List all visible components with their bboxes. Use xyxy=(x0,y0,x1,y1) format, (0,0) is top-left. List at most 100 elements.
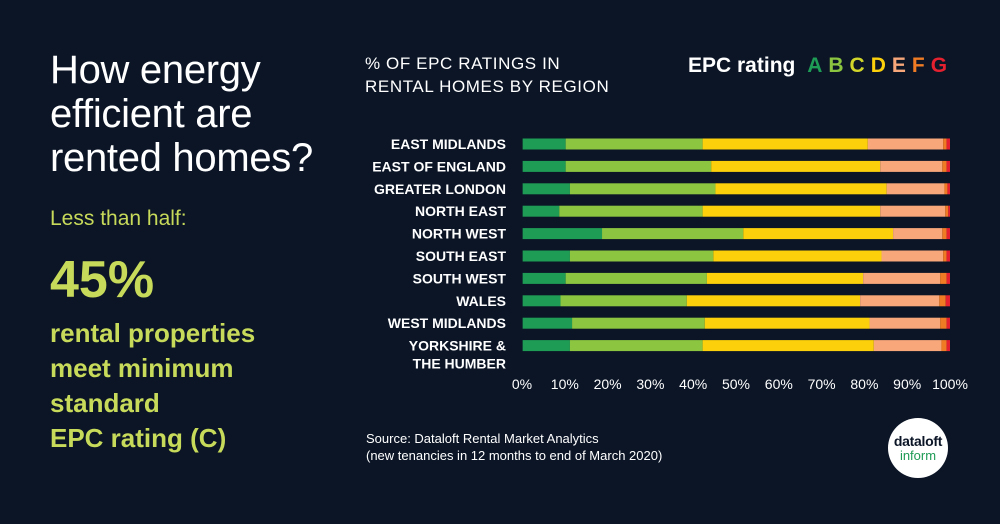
legend-item-e: E xyxy=(891,54,906,77)
category-label: NORTH WEST xyxy=(412,226,507,242)
bar-segment-b xyxy=(602,228,744,240)
category-label: EAST OF ENGLAND xyxy=(372,158,506,174)
bar-segment-b xyxy=(565,138,703,150)
category-label: SOUTH EAST xyxy=(416,248,507,264)
statement-line: meet minimum xyxy=(50,353,234,383)
legend-item-c: C xyxy=(849,54,865,77)
bar-segment-a xyxy=(522,205,560,217)
source-note: Source: Dataloft Rental Market Analytics… xyxy=(366,430,662,464)
legend-item-a: A xyxy=(807,54,823,77)
chart-title-line: RENTAL HOMES BY REGION xyxy=(365,77,610,96)
bar-segment-e xyxy=(886,183,945,195)
bar-segment-d xyxy=(706,272,864,284)
bar-segment-g xyxy=(946,228,950,240)
x-tick-label: 90% xyxy=(893,376,921,392)
bar-segment-g xyxy=(946,317,950,329)
logo-line2: inform xyxy=(899,448,937,463)
bar-segment-d xyxy=(715,183,887,195)
bar-segment-g xyxy=(948,205,950,217)
category-label: GREATER LONDON xyxy=(374,181,506,197)
bar-segment-sliver xyxy=(522,138,523,150)
bar-segment-a xyxy=(522,138,566,150)
bar-segment-a xyxy=(522,250,570,262)
statement-line: rental properties xyxy=(50,318,256,348)
bar-segment-f xyxy=(945,205,949,217)
bar-segment-d xyxy=(711,160,881,172)
bar-segment-e xyxy=(893,228,943,240)
x-tick-label: 0% xyxy=(512,376,532,392)
bar-segment-sliver xyxy=(522,317,523,329)
bar-segment-g xyxy=(946,250,950,262)
bar-segment-b xyxy=(569,250,714,262)
bar-segment-e xyxy=(880,160,943,172)
bar-segment-f xyxy=(943,250,947,262)
category-label: SOUTH WEST xyxy=(413,270,507,286)
bar-segment-f xyxy=(940,317,947,329)
legend-item-f: F xyxy=(911,54,925,77)
bar-segment-sliver xyxy=(522,340,523,352)
bar-segment-d xyxy=(702,205,881,217)
bar-segment-g xyxy=(946,160,950,172)
bar-segment-sliver xyxy=(522,183,523,195)
bar-segment-b xyxy=(559,205,703,217)
bar-segment-d xyxy=(713,250,882,262)
chart-title-line: % OF EPC RATINGS IN xyxy=(365,54,561,73)
bar-segment-a xyxy=(522,340,570,352)
statement: rental properties meet minimum standard … xyxy=(50,316,350,456)
statement-line: standard xyxy=(50,388,160,418)
x-tick-label: 100% xyxy=(932,376,968,392)
bar-segment-sliver xyxy=(522,228,523,240)
x-tick-label: 40% xyxy=(679,376,707,392)
bar-segment-b xyxy=(565,160,712,172)
bar-segment-f xyxy=(941,340,947,352)
source-line: Source: Dataloft Rental Market Analytics xyxy=(366,431,599,446)
dataloft-logo: dataloft inform xyxy=(888,418,948,478)
bar-segment-b xyxy=(569,183,716,195)
bar-segment-d xyxy=(702,340,874,352)
legend-item-g: G xyxy=(930,54,948,77)
bar-segment-g xyxy=(947,183,950,195)
statement-line: EPC rating (C) xyxy=(50,423,227,453)
category-label: EAST MIDLANDS xyxy=(391,136,506,152)
bar-segment-a xyxy=(522,295,561,307)
bar-segment-a xyxy=(522,183,570,195)
bar-segment-f xyxy=(942,160,947,172)
bar-segment-sliver xyxy=(522,205,523,217)
bar-segment-a xyxy=(522,228,603,240)
logo-line1: dataloft xyxy=(893,433,943,449)
bar-segment-f xyxy=(944,183,948,195)
bar-segment-g xyxy=(946,272,950,284)
legend-item-d: D xyxy=(870,54,886,77)
bar-segment-e xyxy=(867,138,944,150)
bar-segment-d xyxy=(743,228,894,240)
source-line: (new tenancies in 12 months to end of Ma… xyxy=(366,448,663,463)
bar-segment-b xyxy=(569,340,703,352)
left-panel: How energy efficient are rented homes? L… xyxy=(50,48,350,456)
category-label: THE HUMBER xyxy=(413,356,506,372)
x-tick-label: 60% xyxy=(765,376,793,392)
bar-segment-e xyxy=(863,272,941,284)
bar-segment-sliver xyxy=(522,160,523,172)
bar-segment-e xyxy=(880,205,946,217)
bar-segment-e xyxy=(869,317,941,329)
bar-segment-a xyxy=(522,160,566,172)
bar-segment-a xyxy=(522,272,566,284)
x-tick-label: 80% xyxy=(850,376,878,392)
legend-label: EPC rating xyxy=(688,54,796,77)
bar-segment-e xyxy=(860,295,940,307)
bar-segment-b xyxy=(560,295,687,307)
bar-segment-f xyxy=(942,228,947,240)
category-label: WEST MIDLANDS xyxy=(388,315,506,331)
x-tick-label: 50% xyxy=(722,376,750,392)
bar-segment-f xyxy=(940,272,947,284)
bar-segment-sliver xyxy=(522,295,523,307)
bar-segment-d xyxy=(686,295,861,307)
bar-segment-e xyxy=(881,250,944,262)
x-tick-label: 10% xyxy=(551,376,579,392)
bar-segment-f xyxy=(939,295,946,307)
bar-segment-g xyxy=(946,340,950,352)
bar-segment-d xyxy=(702,138,868,150)
